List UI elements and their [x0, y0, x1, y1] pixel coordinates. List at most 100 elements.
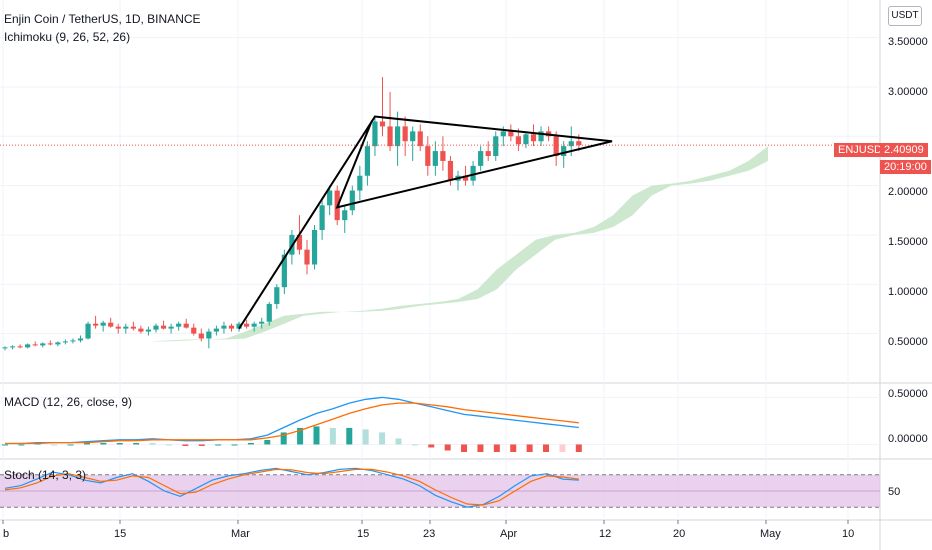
candle [236, 323, 242, 329]
candle [160, 325, 167, 329]
candle [130, 326, 136, 329]
macd-histogram-bar [346, 427, 353, 445]
candle [440, 151, 446, 161]
macd-histogram-bar [247, 442, 254, 445]
candle [55, 342, 61, 345]
macd-histogram-bar [149, 442, 156, 445]
stoch-legend: Stoch (14, 3, 3) [4, 468, 87, 482]
candle [25, 344, 31, 348]
x-tick-label: 15 [114, 528, 127, 540]
candle [417, 131, 423, 147]
candle [364, 146, 370, 176]
x-tick-label: 23 [423, 528, 436, 540]
candle [342, 210, 348, 221]
candle [319, 205, 325, 230]
macd-histogram-bar [575, 444, 582, 452]
candle [508, 131, 514, 137]
macd-histogram-bar [477, 444, 484, 452]
macd-histogram-bar [51, 444, 58, 446]
macd-histogram-bar [444, 444, 451, 451]
macd-histogram-bar [2, 444, 8, 446]
candle [281, 254, 287, 288]
macd-histogram-bar [526, 444, 533, 452]
x-tick-label: May [760, 528, 781, 540]
macd-legend: MACD (12, 26, close, 9) [4, 395, 133, 409]
x-tick-label: b [3, 528, 10, 540]
candle [77, 338, 84, 341]
candle [221, 325, 227, 329]
candle [304, 249, 310, 265]
candle [115, 326, 121, 329]
candle [349, 190, 355, 211]
macd-histogram-bar [198, 444, 205, 446]
macd-line [5, 396, 579, 445]
candle [568, 141, 574, 147]
macd-histogram-bar [297, 427, 304, 445]
macd-histogram-bar [133, 442, 140, 445]
macd-histogram-bar [329, 427, 336, 445]
macd-histogram-bar [411, 444, 418, 446]
macd-histogram-bar [165, 444, 172, 446]
candle [327, 190, 333, 206]
candle [357, 175, 363, 191]
macd-histogram-bar [379, 432, 386, 445]
y-tick-label: 3.00000 [888, 86, 928, 98]
candle [138, 328, 144, 332]
candle [470, 165, 476, 181]
candle [100, 322, 106, 326]
macd-histogram-bar [313, 426, 320, 445]
candle [40, 343, 46, 346]
y-tick-label: 1.00000 [888, 286, 928, 298]
candle [274, 287, 280, 304]
candle [183, 323, 189, 328]
macd-histogram-bar [264, 439, 271, 445]
macd-histogram-bar [231, 444, 238, 446]
candle [176, 323, 182, 327]
candle [206, 331, 212, 339]
candle [123, 326, 129, 329]
candle [387, 126, 393, 147]
candle [379, 121, 386, 127]
candle [553, 136, 559, 157]
candle [17, 346, 23, 348]
candle [198, 333, 204, 339]
candle [296, 234, 303, 250]
candle [2, 347, 8, 349]
macd-histogram-bar [395, 438, 402, 445]
candle [447, 160, 454, 181]
macd-histogram-bar [510, 444, 517, 452]
candle [515, 136, 521, 145]
candle [372, 121, 378, 147]
candle [395, 126, 401, 147]
candle [561, 146, 567, 157]
chart-title: Enjin Coin / TetherUS, 1D, BINANCE [4, 12, 201, 26]
macd-histogram-bar [18, 444, 25, 446]
macd-tick-label: 0.00000 [888, 433, 928, 445]
macd-histogram-bar [428, 444, 435, 448]
price-tag: 2.40909 [880, 143, 928, 157]
candle [85, 323, 91, 339]
macd-histogram-bar [559, 444, 566, 452]
candle [478, 151, 484, 166]
candle [425, 146, 431, 166]
candle [410, 131, 416, 142]
candle [538, 131, 544, 142]
candle [493, 136, 499, 157]
symbol-tag: ENJUSDT [834, 143, 893, 157]
countdown-tag: 20:19:00 [880, 160, 931, 174]
macd-histogram-bar [493, 444, 500, 452]
candle [9, 346, 16, 348]
candle [62, 341, 68, 343]
candle [311, 229, 318, 265]
macd-histogram-bar [543, 444, 550, 452]
candle [462, 175, 469, 181]
y-tick-label: 2.00000 [888, 186, 928, 198]
candle [530, 134, 537, 142]
x-tick-label: Apr [500, 528, 518, 540]
currency-button[interactable]: USDT [888, 6, 922, 26]
candle [402, 126, 408, 142]
candle [228, 325, 235, 329]
candle [93, 323, 99, 326]
